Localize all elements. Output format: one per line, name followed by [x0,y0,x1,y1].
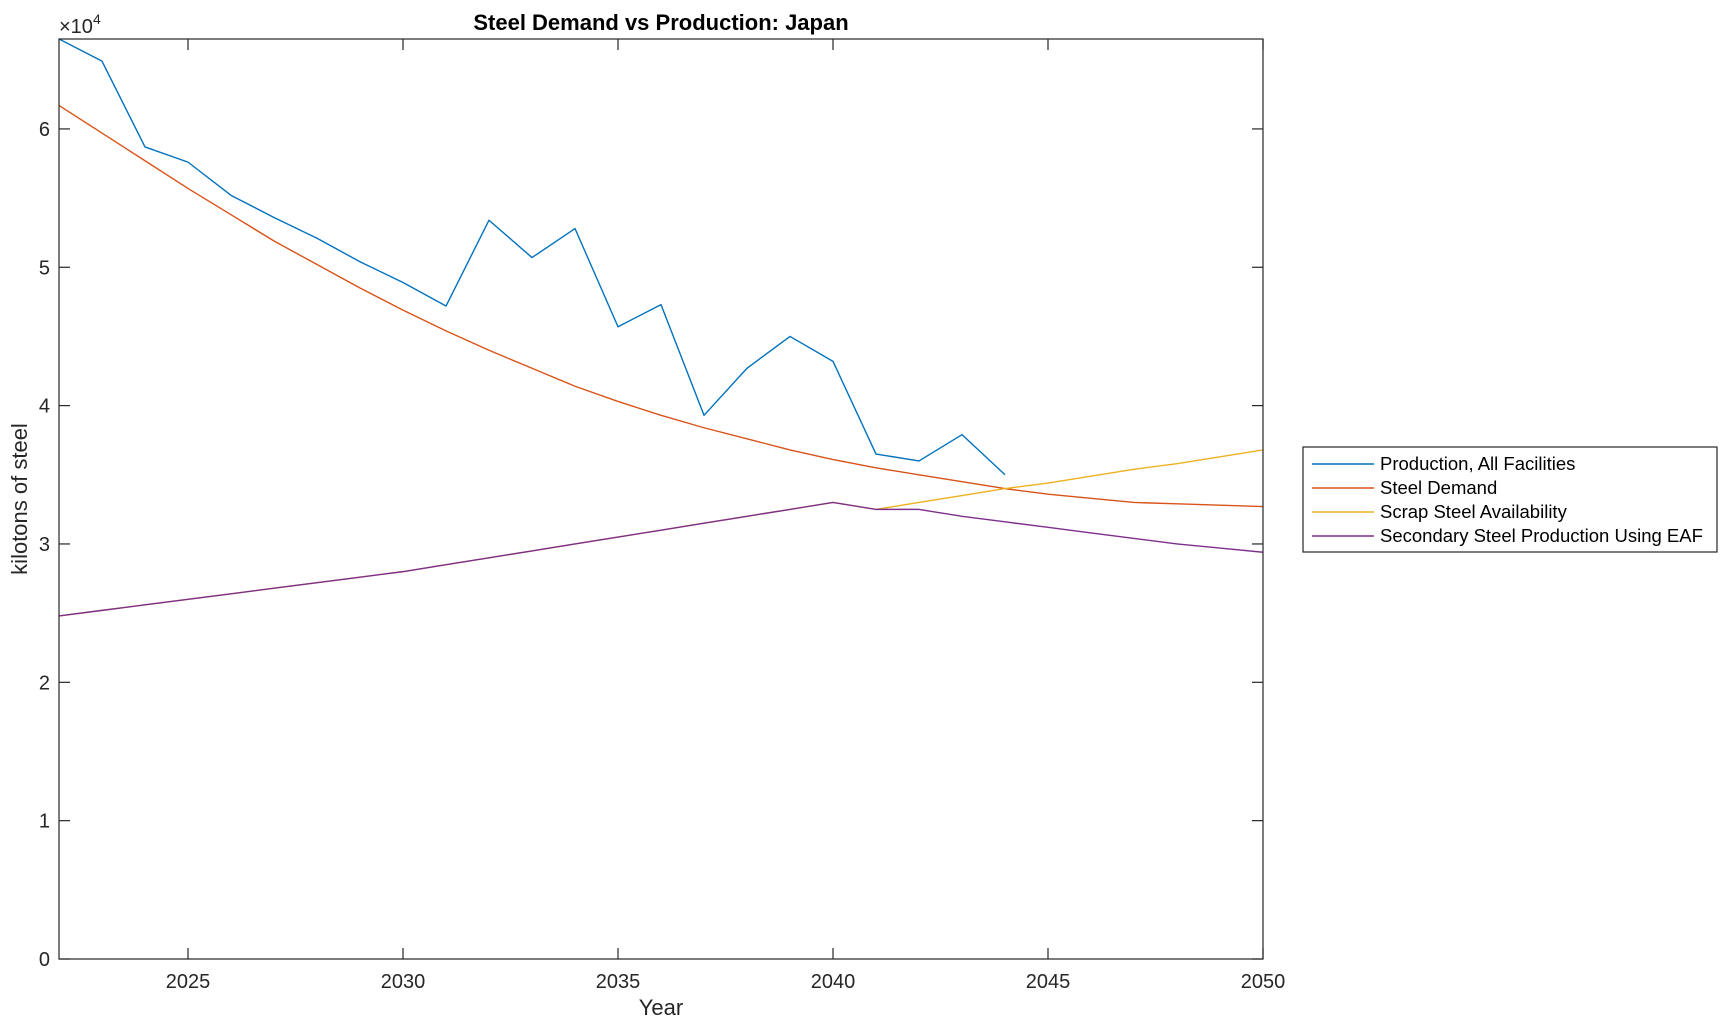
series-group [59,39,1263,617]
y-tick-label: 4 [39,396,50,418]
legend-entry-label: Scrap Steel Availability [1380,501,1568,522]
axes-layer [58,38,1264,960]
legend-entry-label: Secondary Steel Production Using EAF [1380,525,1703,546]
x-tick-label: 2035 [596,971,641,993]
series-line-secondary-steel-production-using-eaf [59,501,1263,617]
ticks-layer: 2025 2030 2035 2040 2045 2050 0 1 2 3 4 5 6 [39,39,1285,993]
y-axis-exponent-label: ×104 [59,11,101,38]
legend-entry-label: Production, All Facilities [1380,453,1575,474]
y-axis-exponent-power: 4 [93,11,101,27]
axes-box [58,38,1264,960]
plot-area [59,39,1263,959]
y-axis-exponent-base: ×10 [59,16,93,38]
x-tick-label: 2025 [166,971,211,993]
legend-entry-label: Steel Demand [1380,477,1497,498]
y-tick-label: 1 [39,811,50,833]
y-tick-label: 5 [39,257,50,279]
series-line-steel-demand [59,104,1263,508]
x-axis-title: Year [639,995,683,1020]
y-tick-label: 3 [39,534,50,556]
y-axis-title: kilotons of steel [7,423,32,575]
x-tick-label: 2040 [811,971,856,993]
series-layer [59,39,1263,617]
y-tick-label: 2 [39,672,50,694]
y-tick-label: 6 [39,119,50,141]
legend: Production, All Facilities Steel Demand Sc… [1302,446,1718,553]
plot-background [59,39,1263,959]
x-tick-label: 2045 [1026,971,1071,993]
x-tick-label: 2050 [1241,971,1286,993]
y-tick-label: 0 [39,949,50,971]
x-tick-label: 2030 [381,971,426,993]
series-line-production-all-facilities [59,39,1006,476]
chart-title: Steel Demand vs Production: Japan [473,10,848,35]
